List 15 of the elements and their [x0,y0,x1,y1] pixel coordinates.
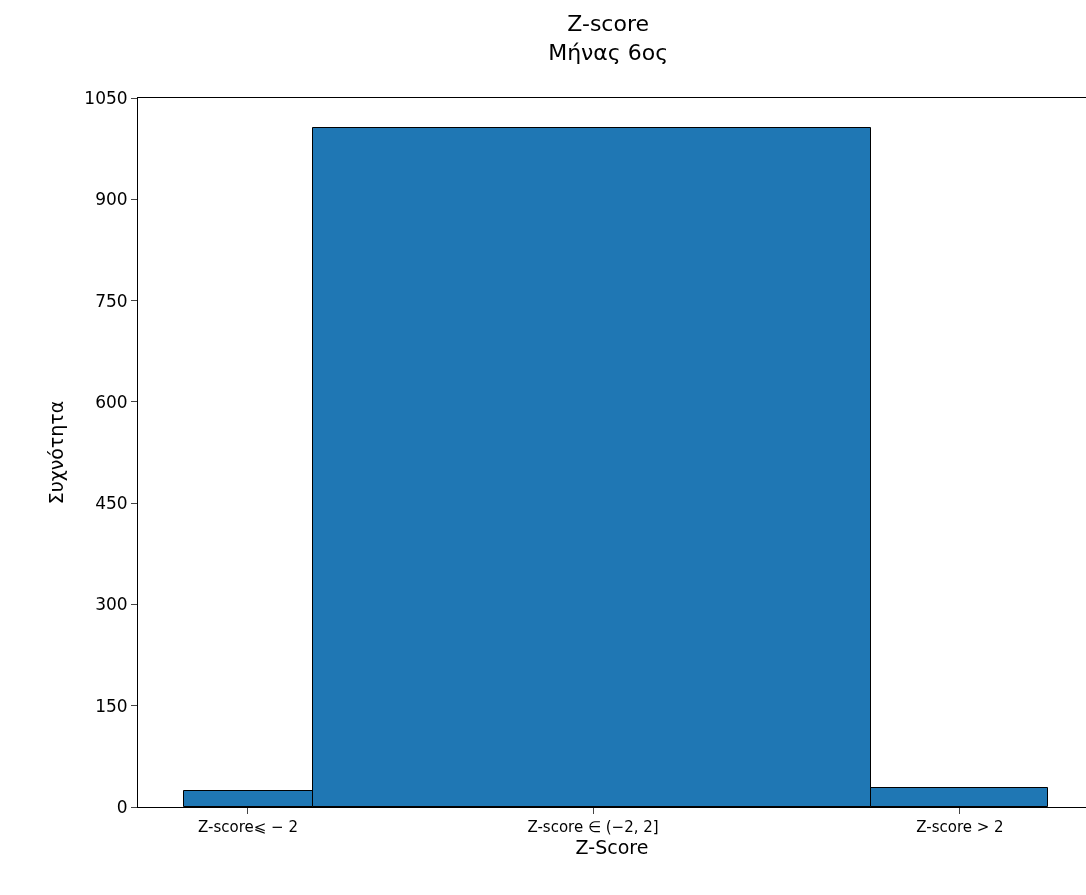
y-tick-label: 750 [95,290,128,311]
y-tick-label: 300 [95,594,128,615]
chart-subtitle: Μήνας 6ος [548,39,669,65]
y-tick-label: 600 [95,391,128,412]
chart-title: Z-score [567,11,650,37]
y-tick-label: 450 [95,493,128,514]
x-tick-label: Z-score > 2 [916,818,1004,836]
y-tick-label: 900 [95,189,128,210]
y-tick-label: 0 [116,796,128,817]
y-tick-label: 1050 [84,87,128,108]
y-axis-title: Συχνότητα [45,400,68,505]
x-axis-title: Z-Score [575,836,649,858]
x-tick-label: Z-score ∈ (−2, 2] [527,818,659,836]
x-tick-label: Z-score⩽ − 2 [197,818,298,836]
y-tick-label: 150 [95,695,128,716]
